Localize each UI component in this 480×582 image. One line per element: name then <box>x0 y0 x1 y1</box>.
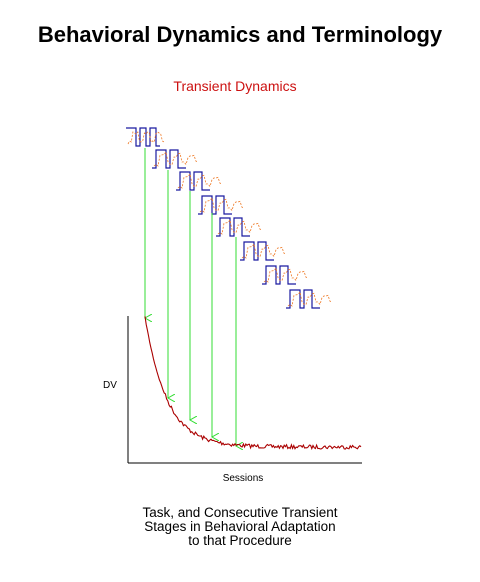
schedule-trace <box>176 171 210 191</box>
schedule-trace <box>152 149 186 169</box>
caption-line-2: Stages in Behavioral Adaptation <box>144 519 336 534</box>
page-title: Behavioral Dynamics and Terminology <box>37 22 443 47</box>
caption-line-1: Task, and Consecutive Transient <box>142 505 338 520</box>
stage-glyph <box>286 289 333 309</box>
schedule-trace <box>126 127 160 147</box>
stage-arrows <box>145 148 236 446</box>
plot-axes <box>127 316 362 464</box>
stage-glyphs <box>126 127 333 309</box>
response-trace <box>263 267 309 283</box>
response-trace <box>199 197 245 213</box>
stage-glyph <box>176 171 223 191</box>
response-trace <box>217 219 263 235</box>
diagram-subtitle: Transient Dynamics <box>173 78 297 94</box>
adaptation-curve <box>144 316 362 451</box>
caption-line-3: to that Procedure <box>188 533 292 548</box>
stage-glyph <box>216 217 263 237</box>
stage-glyph <box>240 241 287 261</box>
stage-glyph <box>198 195 245 215</box>
response-trace <box>241 243 287 259</box>
schedule-trace <box>216 217 250 237</box>
response-trace <box>153 151 199 167</box>
response-trace <box>177 173 223 189</box>
y-axis-label: DV <box>103 380 117 391</box>
schedule-trace <box>286 289 320 309</box>
x-axis-label: Sessions <box>223 473 264 484</box>
schedule-trace <box>240 241 274 261</box>
response-trace <box>127 131 165 145</box>
stage-glyph <box>152 149 199 169</box>
stage-glyph <box>126 127 165 147</box>
stage-glyph <box>262 265 309 285</box>
response-trace <box>287 291 333 307</box>
schedule-trace <box>262 265 296 285</box>
caption: Task, and Consecutive Transient Stages i… <box>100 506 380 548</box>
schedule-trace <box>198 195 232 215</box>
